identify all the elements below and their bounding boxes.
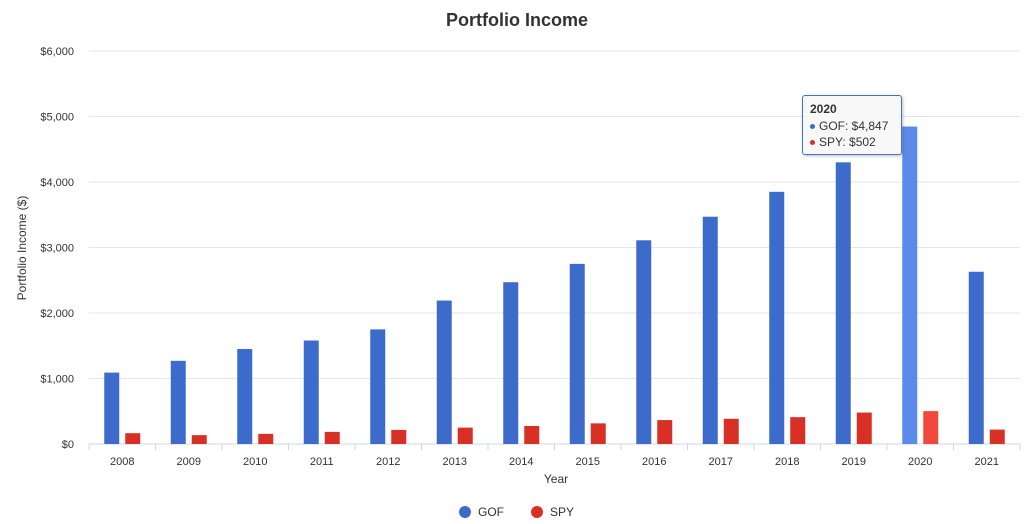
y-tick-label: $3,000 — [40, 243, 74, 255]
y-tick-label: $2,000 — [40, 308, 74, 320]
gof-dot-icon — [810, 124, 815, 130]
bar-spy-2015[interactable] — [590, 423, 606, 444]
bar-spy-2011[interactable] — [324, 431, 340, 444]
x-tick-label: 2017 — [709, 456, 733, 468]
bar-gof-2017[interactable] — [702, 216, 718, 444]
x-tick-label: 2014 — [509, 456, 533, 468]
spy-dot-icon — [810, 140, 815, 146]
tooltip-spy-value: SPY: $502 — [819, 135, 876, 149]
x-axis-title: Year — [544, 472, 568, 486]
bar-gof-2018[interactable] — [769, 191, 785, 444]
bar-spy-2018[interactable] — [790, 417, 806, 444]
bar-gof-2015[interactable] — [569, 263, 585, 444]
x-tick-label: 2019 — [842, 456, 866, 468]
bar-spy-2017[interactable] — [723, 418, 739, 444]
tooltip-gof-value: GOF: $4,847 — [819, 119, 889, 133]
legend-marker-icon — [531, 506, 543, 518]
bar-spy-2014[interactable] — [524, 425, 540, 444]
y-tick-label: $4,000 — [40, 177, 74, 189]
bar-gof-2010[interactable] — [237, 349, 253, 444]
y-tick-label: $5,000 — [40, 112, 74, 124]
bar-gof-2021[interactable] — [968, 271, 984, 444]
bar-spy-2013[interactable] — [457, 427, 473, 444]
x-tick-label: 2016 — [642, 456, 666, 468]
bar-spy-2009[interactable] — [191, 435, 207, 444]
x-tick-label: 2013 — [443, 456, 467, 468]
bar-gof-2011[interactable] — [303, 340, 319, 444]
tooltip-row-gof: GOF: $4,847 — [810, 118, 894, 134]
x-tick-label: 2015 — [576, 456, 600, 468]
bar-gof-2020[interactable] — [902, 126, 918, 445]
bar-gof-2013[interactable] — [436, 300, 452, 444]
bar-gof-2014[interactable] — [503, 282, 519, 444]
y-axis-ticks: $0 $1,000 $2,000 $3,000 $4,000 $5,000 $6,000 — [40, 46, 74, 451]
x-tick-label: 2018 — [775, 456, 799, 468]
y-tick-label: $1,000 — [40, 374, 74, 386]
bar-spy-2008[interactable] — [125, 433, 141, 444]
x-tick-label: 2008 — [110, 456, 134, 468]
bar-spy-2016[interactable] — [657, 420, 673, 444]
x-tick-label: 2020 — [908, 456, 932, 468]
tooltip-title: 2020 — [810, 102, 837, 116]
x-tick-label: 2010 — [243, 456, 267, 468]
x-axis-ticks: 2008 2009 2010 2011 2012 2013 2014 2015 2016 2017… — [88, 444, 1021, 468]
bars[interactable] — [104, 126, 1005, 445]
bar-gof-2009[interactable] — [170, 360, 186, 444]
bar-spy-2010[interactable] — [258, 433, 274, 444]
tooltip-row-spy: SPY: $502 — [810, 134, 894, 150]
legend[interactable]: GOF SPY — [459, 505, 574, 519]
bar-spy-2012[interactable] — [391, 429, 407, 444]
chart-title: Portfolio Income — [446, 10, 588, 30]
x-tick-label: 2009 — [177, 456, 201, 468]
y-tick-label: $6,000 — [40, 46, 74, 58]
legend-label: GOF — [478, 505, 504, 519]
y-tick-label: $0 — [62, 439, 74, 451]
bar-gof-2019[interactable] — [835, 162, 851, 444]
bar-spy-2020[interactable] — [923, 411, 939, 444]
bar-gof-2016[interactable] — [636, 240, 652, 444]
bar-spy-2021[interactable] — [989, 429, 1005, 444]
y-axis-title: Portfolio Income ($) — [15, 196, 29, 301]
legend-item-gof[interactable]: GOF — [459, 505, 504, 519]
bar-gof-2008[interactable] — [104, 372, 120, 444]
bar-gof-2012[interactable] — [370, 329, 386, 444]
legend-marker-icon — [459, 506, 471, 518]
x-tick-label: 2021 — [975, 456, 999, 468]
legend-label: SPY — [550, 505, 574, 519]
x-tick-label: 2011 — [310, 456, 334, 468]
legend-item-spy[interactable]: SPY — [531, 505, 574, 519]
tooltip: 2020 GOF: $4,847 SPY: $502 — [802, 95, 902, 155]
bar-spy-2019[interactable] — [856, 412, 872, 444]
x-tick-label: 2012 — [376, 456, 400, 468]
